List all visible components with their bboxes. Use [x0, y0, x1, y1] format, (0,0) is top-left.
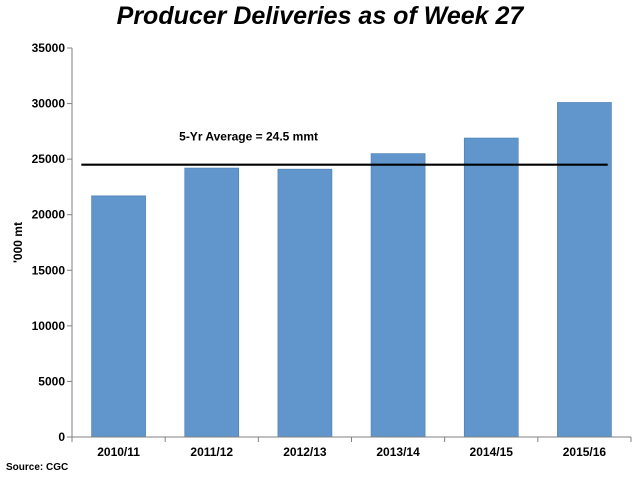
bar-2010-11 [91, 195, 146, 438]
y-tick-label: 20000 [32, 208, 66, 222]
bar-2013-14 [370, 153, 426, 438]
y-tick-label: 25000 [32, 152, 66, 166]
bar-2015-16 [557, 102, 612, 438]
x-tick-label: 2014/15 [470, 445, 514, 459]
y-axis-title: '000 mt [11, 222, 25, 263]
x-tick-label: 2015/16 [563, 445, 607, 459]
x-tick-label: 2012/13 [283, 445, 327, 459]
bar-2011-12 [184, 167, 240, 438]
average-line-label: 5-Yr Average = 24.5 mmt [179, 130, 318, 144]
x-tick-label: 2013/14 [376, 445, 420, 459]
y-tick-label: 35000 [32, 41, 66, 55]
x-tick-label: 2010/11 [97, 445, 140, 459]
chart-title: Producer Deliveries as of Week 27 [116, 2, 524, 30]
y-tick-label: 5000 [38, 374, 65, 388]
source-note: Source: CGC [6, 462, 69, 473]
y-tick-label: 30000 [32, 97, 66, 111]
bar-2014-15 [463, 137, 519, 438]
y-tick-label: 0 [58, 430, 65, 444]
y-tick-label: 10000 [32, 319, 66, 333]
bars-layer [91, 102, 612, 438]
x-tick-label: 2011/12 [190, 445, 233, 459]
axes-layer: 0 5000 10000 15000 20000 25000 30000 35000 2010/… [32, 41, 632, 459]
bar-2012-13 [277, 168, 333, 438]
y-tick-label: 15000 [32, 263, 66, 277]
